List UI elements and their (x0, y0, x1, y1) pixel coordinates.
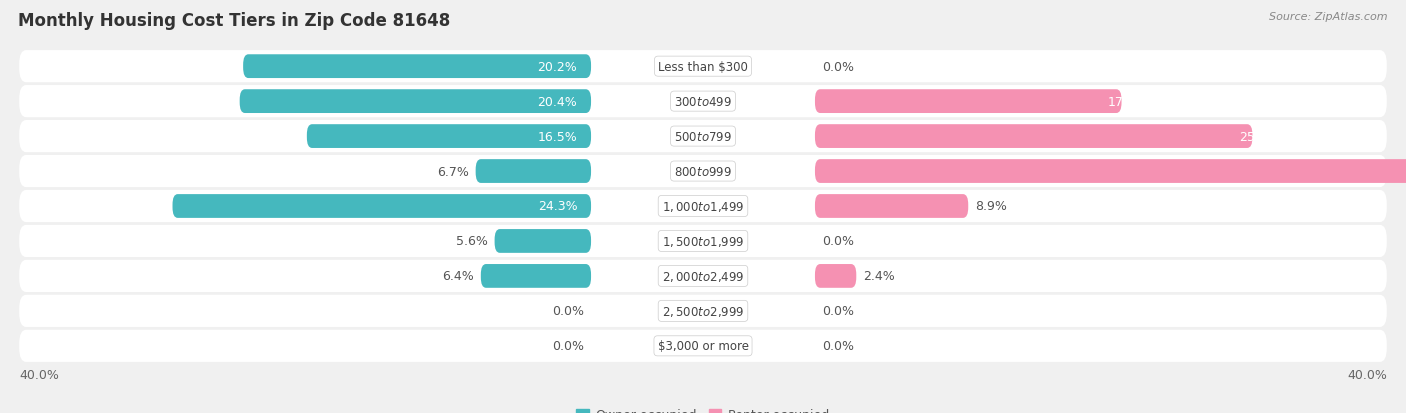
Text: 0.0%: 0.0% (553, 305, 583, 318)
Text: $2,500 to $2,999: $2,500 to $2,999 (662, 304, 744, 318)
FancyBboxPatch shape (243, 55, 591, 79)
Text: 0.0%: 0.0% (823, 339, 853, 352)
FancyBboxPatch shape (481, 264, 591, 288)
Text: Less than $300: Less than $300 (658, 61, 748, 74)
FancyBboxPatch shape (173, 195, 591, 218)
FancyBboxPatch shape (815, 195, 969, 218)
FancyBboxPatch shape (20, 121, 1386, 153)
Text: $3,000 or more: $3,000 or more (658, 339, 748, 352)
FancyBboxPatch shape (20, 295, 1386, 327)
Legend: Owner-occupied, Renter-occupied: Owner-occupied, Renter-occupied (571, 404, 835, 413)
Text: 40.0%: 40.0% (20, 368, 59, 381)
FancyBboxPatch shape (815, 125, 1253, 149)
Text: 20.4%: 20.4% (537, 95, 578, 108)
Text: 20.2%: 20.2% (537, 61, 578, 74)
Text: 0.0%: 0.0% (823, 305, 853, 318)
Text: 6.4%: 6.4% (441, 270, 474, 283)
Text: 0.0%: 0.0% (823, 61, 853, 74)
Text: $2,000 to $2,499: $2,000 to $2,499 (662, 269, 744, 283)
FancyBboxPatch shape (20, 190, 1386, 223)
Text: 6.7%: 6.7% (437, 165, 468, 178)
Text: 8.9%: 8.9% (976, 200, 1007, 213)
Text: $800 to $999: $800 to $999 (673, 165, 733, 178)
FancyBboxPatch shape (20, 260, 1386, 292)
Text: $1,000 to $1,499: $1,000 to $1,499 (662, 199, 744, 214)
FancyBboxPatch shape (815, 90, 1122, 114)
Text: $500 to $799: $500 to $799 (673, 130, 733, 143)
Text: $1,500 to $1,999: $1,500 to $1,999 (662, 235, 744, 248)
FancyBboxPatch shape (307, 125, 591, 149)
Text: 5.6%: 5.6% (456, 235, 488, 248)
FancyBboxPatch shape (815, 264, 856, 288)
FancyBboxPatch shape (20, 86, 1386, 118)
Text: $300 to $499: $300 to $499 (673, 95, 733, 108)
Text: 40.0%: 40.0% (1347, 368, 1386, 381)
Text: 25.4%: 25.4% (1239, 130, 1278, 143)
Text: 2.4%: 2.4% (863, 270, 896, 283)
Text: 0.0%: 0.0% (553, 339, 583, 352)
Text: 16.5%: 16.5% (537, 130, 578, 143)
Text: 17.8%: 17.8% (1108, 95, 1147, 108)
FancyBboxPatch shape (20, 225, 1386, 257)
Text: Monthly Housing Cost Tiers in Zip Code 81648: Monthly Housing Cost Tiers in Zip Code 8… (18, 12, 450, 30)
Text: 0.0%: 0.0% (823, 235, 853, 248)
FancyBboxPatch shape (475, 160, 591, 183)
FancyBboxPatch shape (20, 51, 1386, 83)
FancyBboxPatch shape (815, 160, 1406, 183)
FancyBboxPatch shape (495, 230, 591, 253)
Text: Source: ZipAtlas.com: Source: ZipAtlas.com (1270, 12, 1388, 22)
Text: 24.3%: 24.3% (537, 200, 578, 213)
FancyBboxPatch shape (20, 156, 1386, 188)
FancyBboxPatch shape (239, 90, 591, 114)
FancyBboxPatch shape (20, 330, 1386, 362)
